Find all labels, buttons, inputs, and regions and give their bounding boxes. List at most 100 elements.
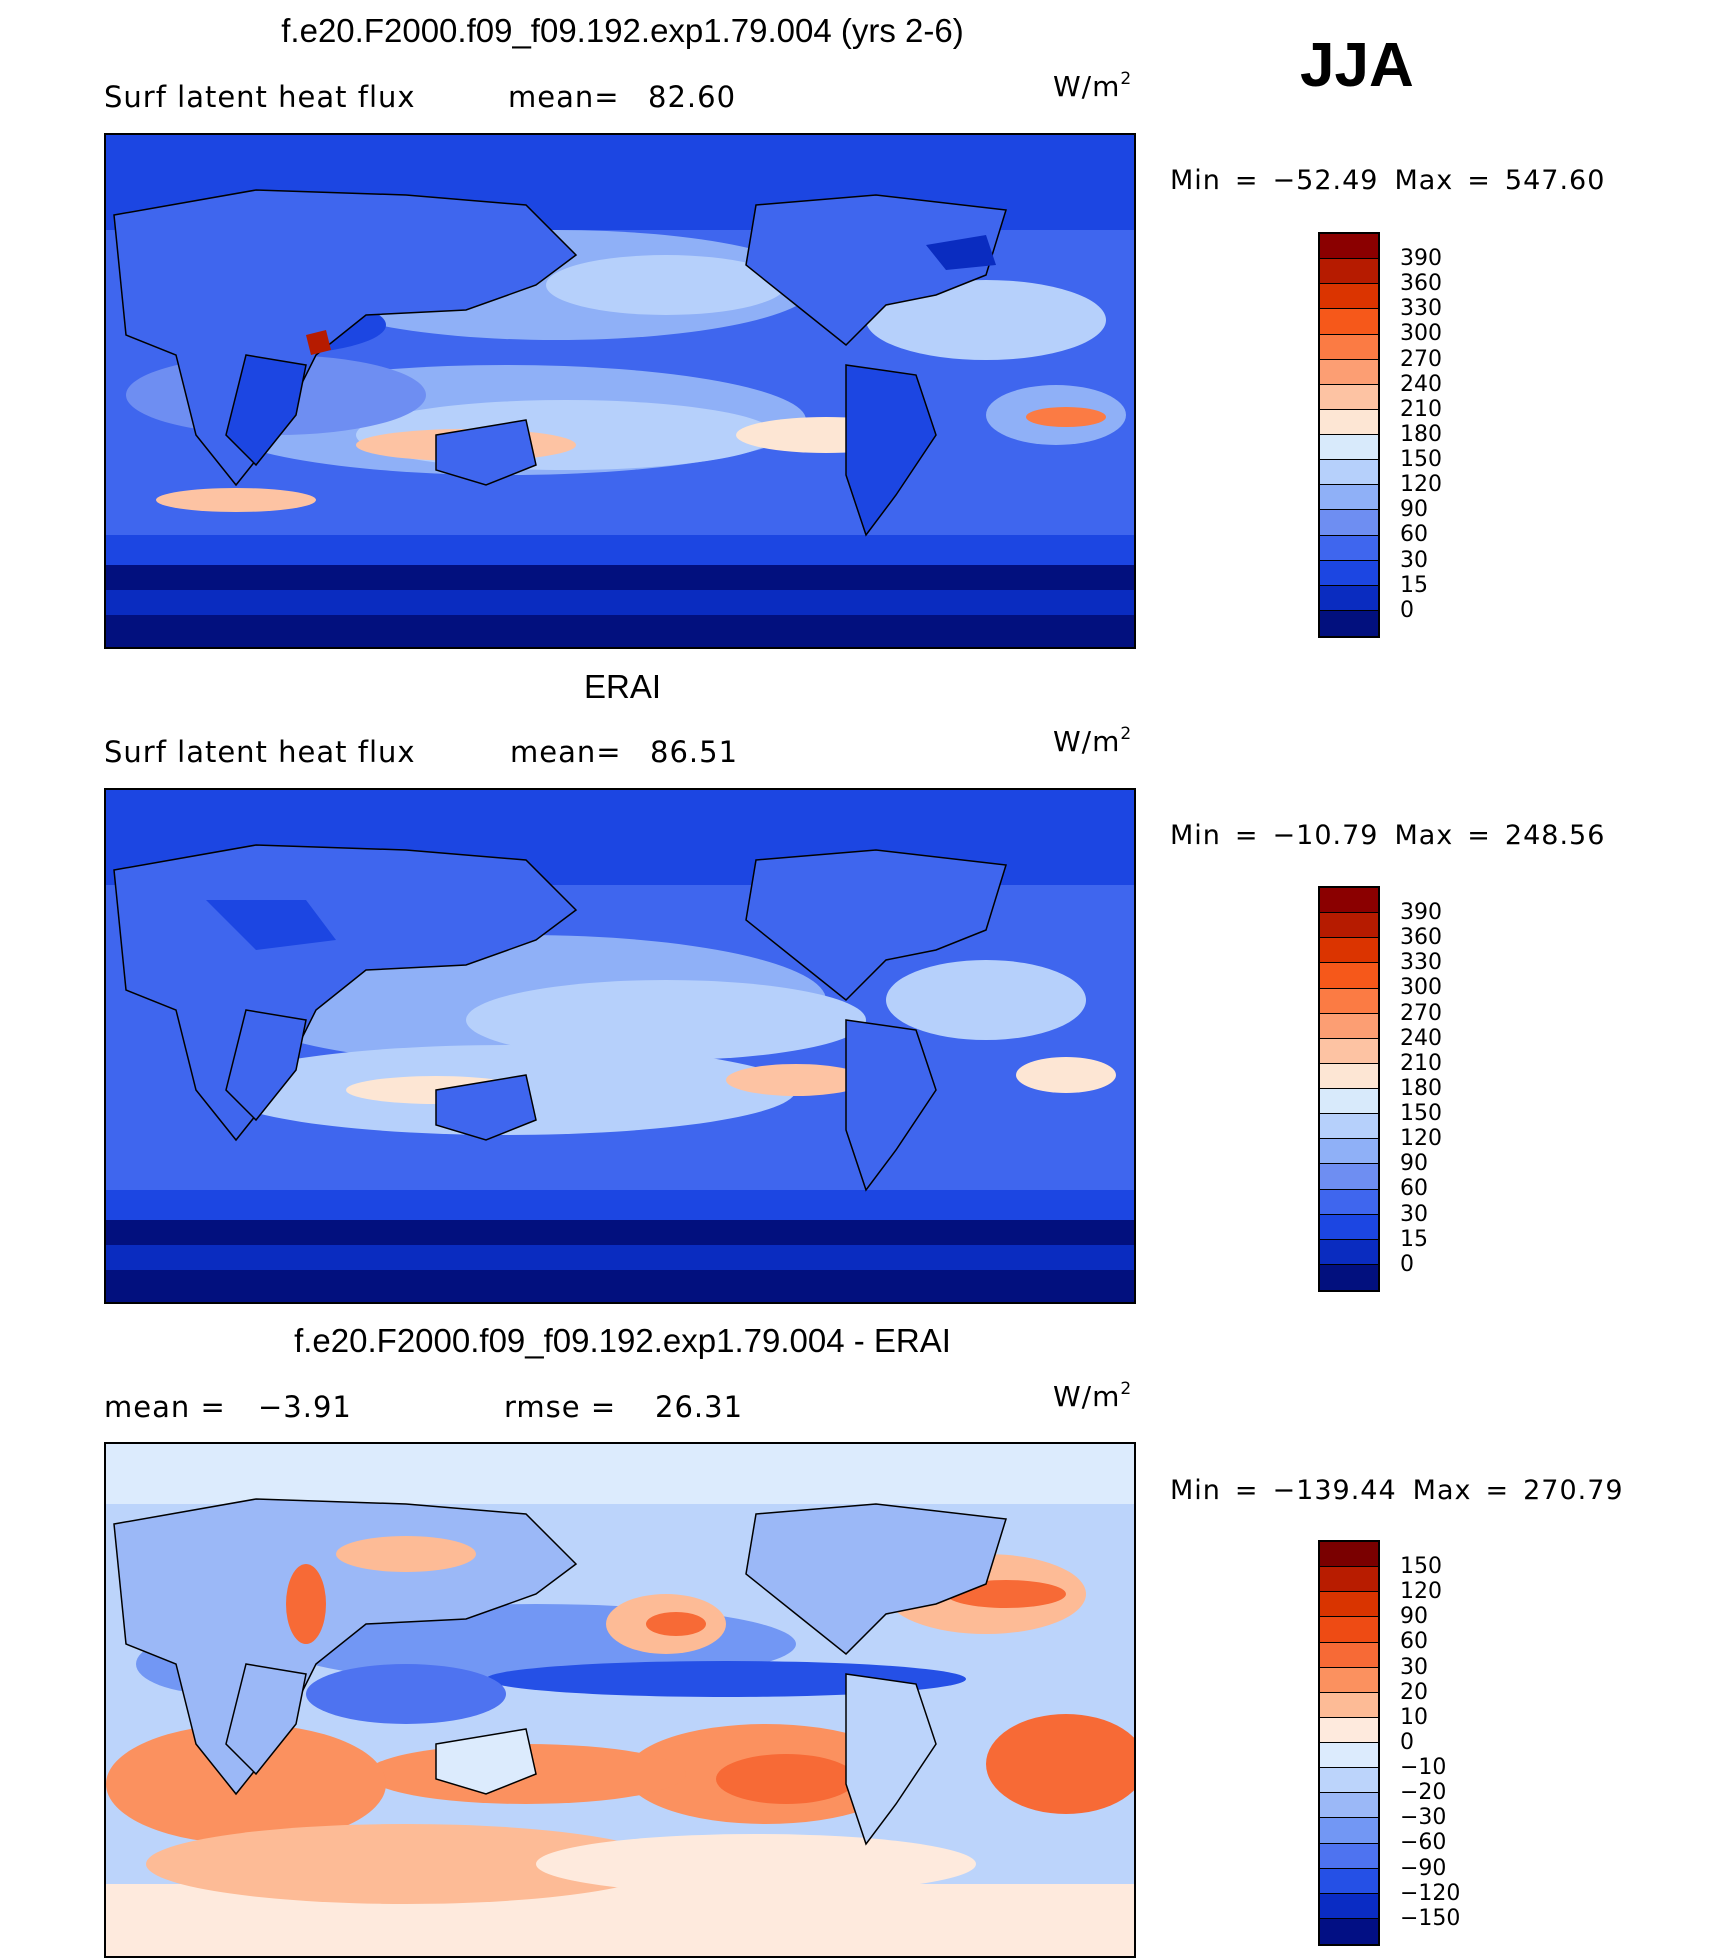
panel-3-rmse-label: rmse = [504,1390,617,1424]
colorbar-tick-label: 0 [1400,1251,1414,1277]
colorbar-tick-label: 20 [1400,1679,1428,1705]
colorbar-tick-label: 360 [1400,271,1442,297]
colorbar-tick-label: 150 [1400,1554,1442,1579]
colorbar-tick-label: −10 [1400,1755,1447,1780]
panel-1-min-label: Min [1170,165,1221,196]
colorbar-tick-label: 330 [1400,950,1442,976]
panel-3-mean-label: mean = [104,1390,226,1424]
colorbar-segment [1320,938,1378,964]
panel-1-mean-value: 82.60 [648,80,737,114]
colorbar-segment [1320,1642,1378,1668]
panel-2-units: W/m2 [1053,724,1132,758]
panel-1-mean-label: mean= [508,80,620,114]
panel-2-mean-value: 86.51 [650,735,739,769]
colorbar-tick-label: 300 [1400,321,1442,347]
colorbar-segment [1320,963,1378,989]
panel-1-minmax: Min = −52.49 Max = 547.60 [1170,165,1606,196]
colorbar-tick-label: 210 [1400,1050,1442,1076]
colorbar-tick-label: 15 [1400,572,1428,598]
panel-3-min-label: Min [1170,1475,1221,1506]
colorbar-segment [1320,1768,1378,1794]
colorbar-tick-label: 120 [1400,1126,1442,1152]
colorbar-tick-label: 390 [1400,246,1442,271]
colorbar-segment [1320,435,1378,461]
panel-3-minmax: Min = −139.44 Max = 270.79 [1170,1475,1624,1506]
colorbar-segment [1320,1139,1378,1165]
colorbar-tick-label: 360 [1400,925,1442,951]
colorbar-segment [1320,334,1378,360]
colorbar-tick-label: 150 [1400,1101,1442,1126]
panel-2-mean-label: mean= [510,735,622,769]
panel-2-colorbar-labels: 390 360 330 300 270 240 210 180 150 120 90 60 30 15 0 [1400,900,1442,1277]
panel-1-units-base: W/m [1053,70,1121,103]
colorbar-tick-label: 60 [1400,1629,1428,1655]
colorbar-segment [1320,1868,1378,1894]
colorbar-segment [1320,913,1378,939]
panel-1-min-value: −52.49 [1272,165,1379,196]
colorbar-segment [1320,1542,1378,1568]
panel-2-title: ERAI [583,668,662,705]
colorbar-tick-label: 270 [1400,346,1442,372]
colorbar-segment [1320,585,1378,611]
panel-2-colorbar [1318,886,1380,1292]
colorbar-tick-label: 0 [1400,597,1414,623]
colorbar-tick-label: 0 [1400,1729,1414,1755]
colorbar-tick-label: 120 [1400,1579,1442,1605]
colorbar-tick-label: 60 [1400,522,1428,548]
colorbar-segment [1320,888,1378,914]
colorbar-segment [1320,460,1378,486]
colorbar-segment [1320,510,1378,536]
colorbar-tick-label: 15 [1400,1226,1428,1252]
panel-3-units-exponent: 2 [1120,1378,1133,1399]
colorbar-segment [1320,1793,1378,1819]
colorbar-tick-label: 90 [1400,1151,1428,1177]
panel-3-max-label: Max [1412,1475,1472,1506]
colorbar-segment [1320,1189,1378,1215]
colorbar-segment [1320,1667,1378,1693]
colorbar-segment [1320,1089,1378,1115]
colorbar-tick-label: 270 [1400,1000,1442,1026]
colorbar-segment [1320,1918,1378,1944]
panel-3-rmse-value: 26.31 [655,1390,744,1424]
colorbar-tick-label: 180 [1400,1075,1442,1101]
colorbar-segment [1320,1239,1378,1265]
colorbar-segment [1320,1617,1378,1643]
colorbar-segment [1320,1264,1378,1290]
panel-2-minmax: Min = −10.79 Max = 248.56 [1170,820,1606,851]
panel-2-map [104,788,1136,1304]
panel-3-max-value: 270.79 [1523,1475,1624,1506]
colorbar-segment [1320,409,1378,435]
colorbar-segment [1320,1063,1378,1089]
panel-1-units: W/m2 [1053,69,1132,103]
colorbar-tick-label: 30 [1400,1201,1428,1227]
colorbar-segment [1320,359,1378,385]
panel-2-max-label: Max [1394,820,1454,851]
panel-3-map [104,1442,1136,1958]
colorbar-tick-label: −30 [1400,1805,1447,1831]
panel-2-min-value: −10.79 [1272,820,1379,851]
panel-1-title: f.e20.F2000.f09_f09.192.exp1.79.004 (yrs… [281,12,964,49]
colorbar-tick-label: −20 [1400,1780,1447,1806]
colorbar-tick-label: 180 [1400,421,1442,447]
colorbar-tick-label: 90 [1400,497,1428,523]
panel-2-min-label: Min [1170,820,1221,851]
colorbar-tick-label: 30 [1400,547,1428,573]
colorbar-segment [1320,1567,1378,1593]
colorbar-segment [1320,535,1378,561]
colorbar-tick-label: 30 [1400,1654,1428,1680]
colorbar-segment [1320,1592,1378,1618]
panel-2-units-base: W/m [1053,725,1121,758]
colorbar-tick-label: 10 [1400,1704,1428,1730]
colorbar-segment [1320,560,1378,586]
colorbar-tick-label: −120 [1400,1880,1461,1906]
panel-1-max-label: Max [1394,165,1454,196]
panel-1-map [104,133,1136,649]
panel-1-variable: Surf latent heat flux [104,80,416,114]
colorbar-segment [1320,234,1378,260]
colorbar-segment [1320,384,1378,410]
colorbar-tick-label: 390 [1400,900,1442,925]
colorbar-segment [1320,1743,1378,1769]
colorbar-segment [1320,259,1378,285]
colorbar-segment [1320,485,1378,511]
